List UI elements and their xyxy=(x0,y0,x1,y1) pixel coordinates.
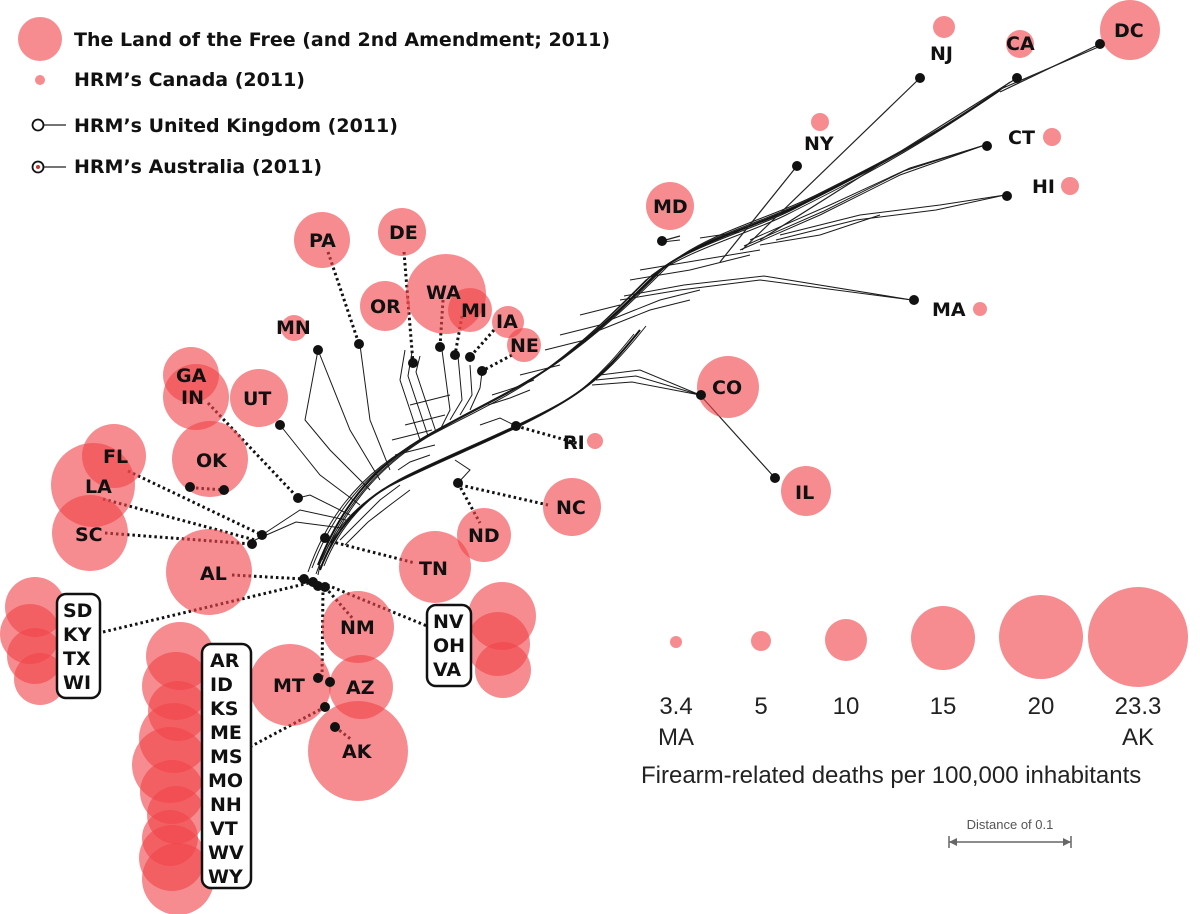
label-WA: WA xyxy=(426,282,461,304)
state-labels: DC NJ CA NY CT HI MD MA PA DE MN OR WA M… xyxy=(75,20,1144,763)
size-min-state: MA xyxy=(658,724,694,751)
label-IA: IA xyxy=(496,311,518,333)
label-SC: SC xyxy=(75,524,103,546)
label-AL: AL xyxy=(200,563,227,585)
size-bubble-5 xyxy=(751,631,771,651)
label-CO: CO xyxy=(712,377,742,399)
label-TX: TX xyxy=(63,648,91,670)
label-KY: KY xyxy=(63,624,92,646)
group-west: SD KY TX WI xyxy=(55,592,102,700)
label-MA: MA xyxy=(932,299,966,321)
size-bubble-10 xyxy=(825,619,867,661)
label-NH: NH xyxy=(210,794,242,816)
label-TN: TN xyxy=(419,558,448,580)
label-SD: SD xyxy=(63,600,92,622)
label-CT: CT xyxy=(1008,127,1035,149)
label-CA: CA xyxy=(1006,33,1035,55)
label-IN: IN xyxy=(181,387,204,409)
label-HI: HI xyxy=(1032,176,1055,198)
label-IL: IL xyxy=(795,482,814,504)
label-RI: RI xyxy=(563,432,585,454)
label-MT: MT xyxy=(273,675,305,697)
state-bubbles xyxy=(0,0,1160,914)
label-NJ: NJ xyxy=(930,43,953,65)
label-MD: MD xyxy=(653,196,688,218)
label-PA: PA xyxy=(309,230,336,252)
scale-bar-label: Distance of 0.1 xyxy=(967,817,1054,832)
scale-bar: Distance of 0.1 xyxy=(948,817,1072,848)
label-NM: NM xyxy=(340,617,375,639)
size-value-5: 5 xyxy=(754,693,767,720)
label-MI: MI xyxy=(461,300,487,322)
label-MS: MS xyxy=(210,746,243,768)
group-south: AR ID KS ME MS MO NH VT WV WY xyxy=(200,642,253,890)
size-value-15: 15 xyxy=(930,693,957,720)
label-MN: MN xyxy=(276,317,311,339)
label-MO: MO xyxy=(208,770,243,792)
label-GA: GA xyxy=(176,365,207,387)
legend-label-canada: HRM’s Canada (2011) xyxy=(74,69,305,91)
label-WY: WY xyxy=(208,866,243,888)
label-ID: ID xyxy=(210,674,233,696)
size-value-10: 10 xyxy=(833,693,860,720)
label-ND: ND xyxy=(468,525,500,547)
label-KS: KS xyxy=(210,698,238,720)
label-DC: DC xyxy=(1114,20,1144,42)
label-UT: UT xyxy=(243,388,271,410)
size-bubble-23.3 xyxy=(1088,587,1188,687)
label-AR: AR xyxy=(210,650,240,672)
label-NE: NE xyxy=(510,335,539,357)
size-value-20: 20 xyxy=(1028,693,1055,720)
legend-marker-uk xyxy=(31,118,66,132)
legend-label-uk: HRM’s United Kingdom (2011) xyxy=(74,115,398,137)
legend-label-land-of-free: The Land of the Free (and 2nd Amendment;… xyxy=(74,29,610,51)
network-nodes xyxy=(185,39,1105,732)
label-OR: OR xyxy=(370,296,401,318)
label-VA: VA xyxy=(433,659,461,681)
size-value-3.4: 3.4 xyxy=(659,693,692,720)
label-NV: NV xyxy=(433,611,464,633)
label-OK: OK xyxy=(196,450,228,472)
size-value-23.3: 23.3 xyxy=(1115,693,1162,720)
legend-marker-australia xyxy=(31,160,66,174)
label-NY: NY xyxy=(804,133,834,155)
label-DE: DE xyxy=(389,222,418,244)
size-bubble-15 xyxy=(911,606,975,670)
legend-marker-land-of-free xyxy=(18,17,62,61)
legend-label-australia: HRM’s Australia (2011) xyxy=(74,156,322,178)
size-max-state: AK xyxy=(1122,724,1154,751)
label-AZ: AZ xyxy=(346,677,374,699)
label-WV: WV xyxy=(208,842,244,864)
size-bubble-20 xyxy=(999,595,1083,679)
legend-marker-canada xyxy=(35,75,45,85)
label-VT: VT xyxy=(210,818,238,840)
label-FL: FL xyxy=(103,446,128,468)
size-bubble-3.4 xyxy=(670,636,682,648)
label-OH: OH xyxy=(433,635,465,657)
label-ME: ME xyxy=(210,722,242,744)
label-AK: AK xyxy=(342,741,373,763)
group-east: NV OH VA xyxy=(425,603,473,688)
network-web xyxy=(254,81,1011,576)
label-LA: LA xyxy=(85,476,112,498)
size-legend: 3.4 5 10 15 20 23.3 MA AK Firearm-relate… xyxy=(641,587,1188,789)
legend: The Land of the Free (and 2nd Amendment;… xyxy=(18,17,610,178)
label-WI: WI xyxy=(63,672,91,694)
size-legend-title: Firearm-related deaths per 100,000 inhab… xyxy=(641,762,1141,789)
label-NC: NC xyxy=(556,497,586,519)
